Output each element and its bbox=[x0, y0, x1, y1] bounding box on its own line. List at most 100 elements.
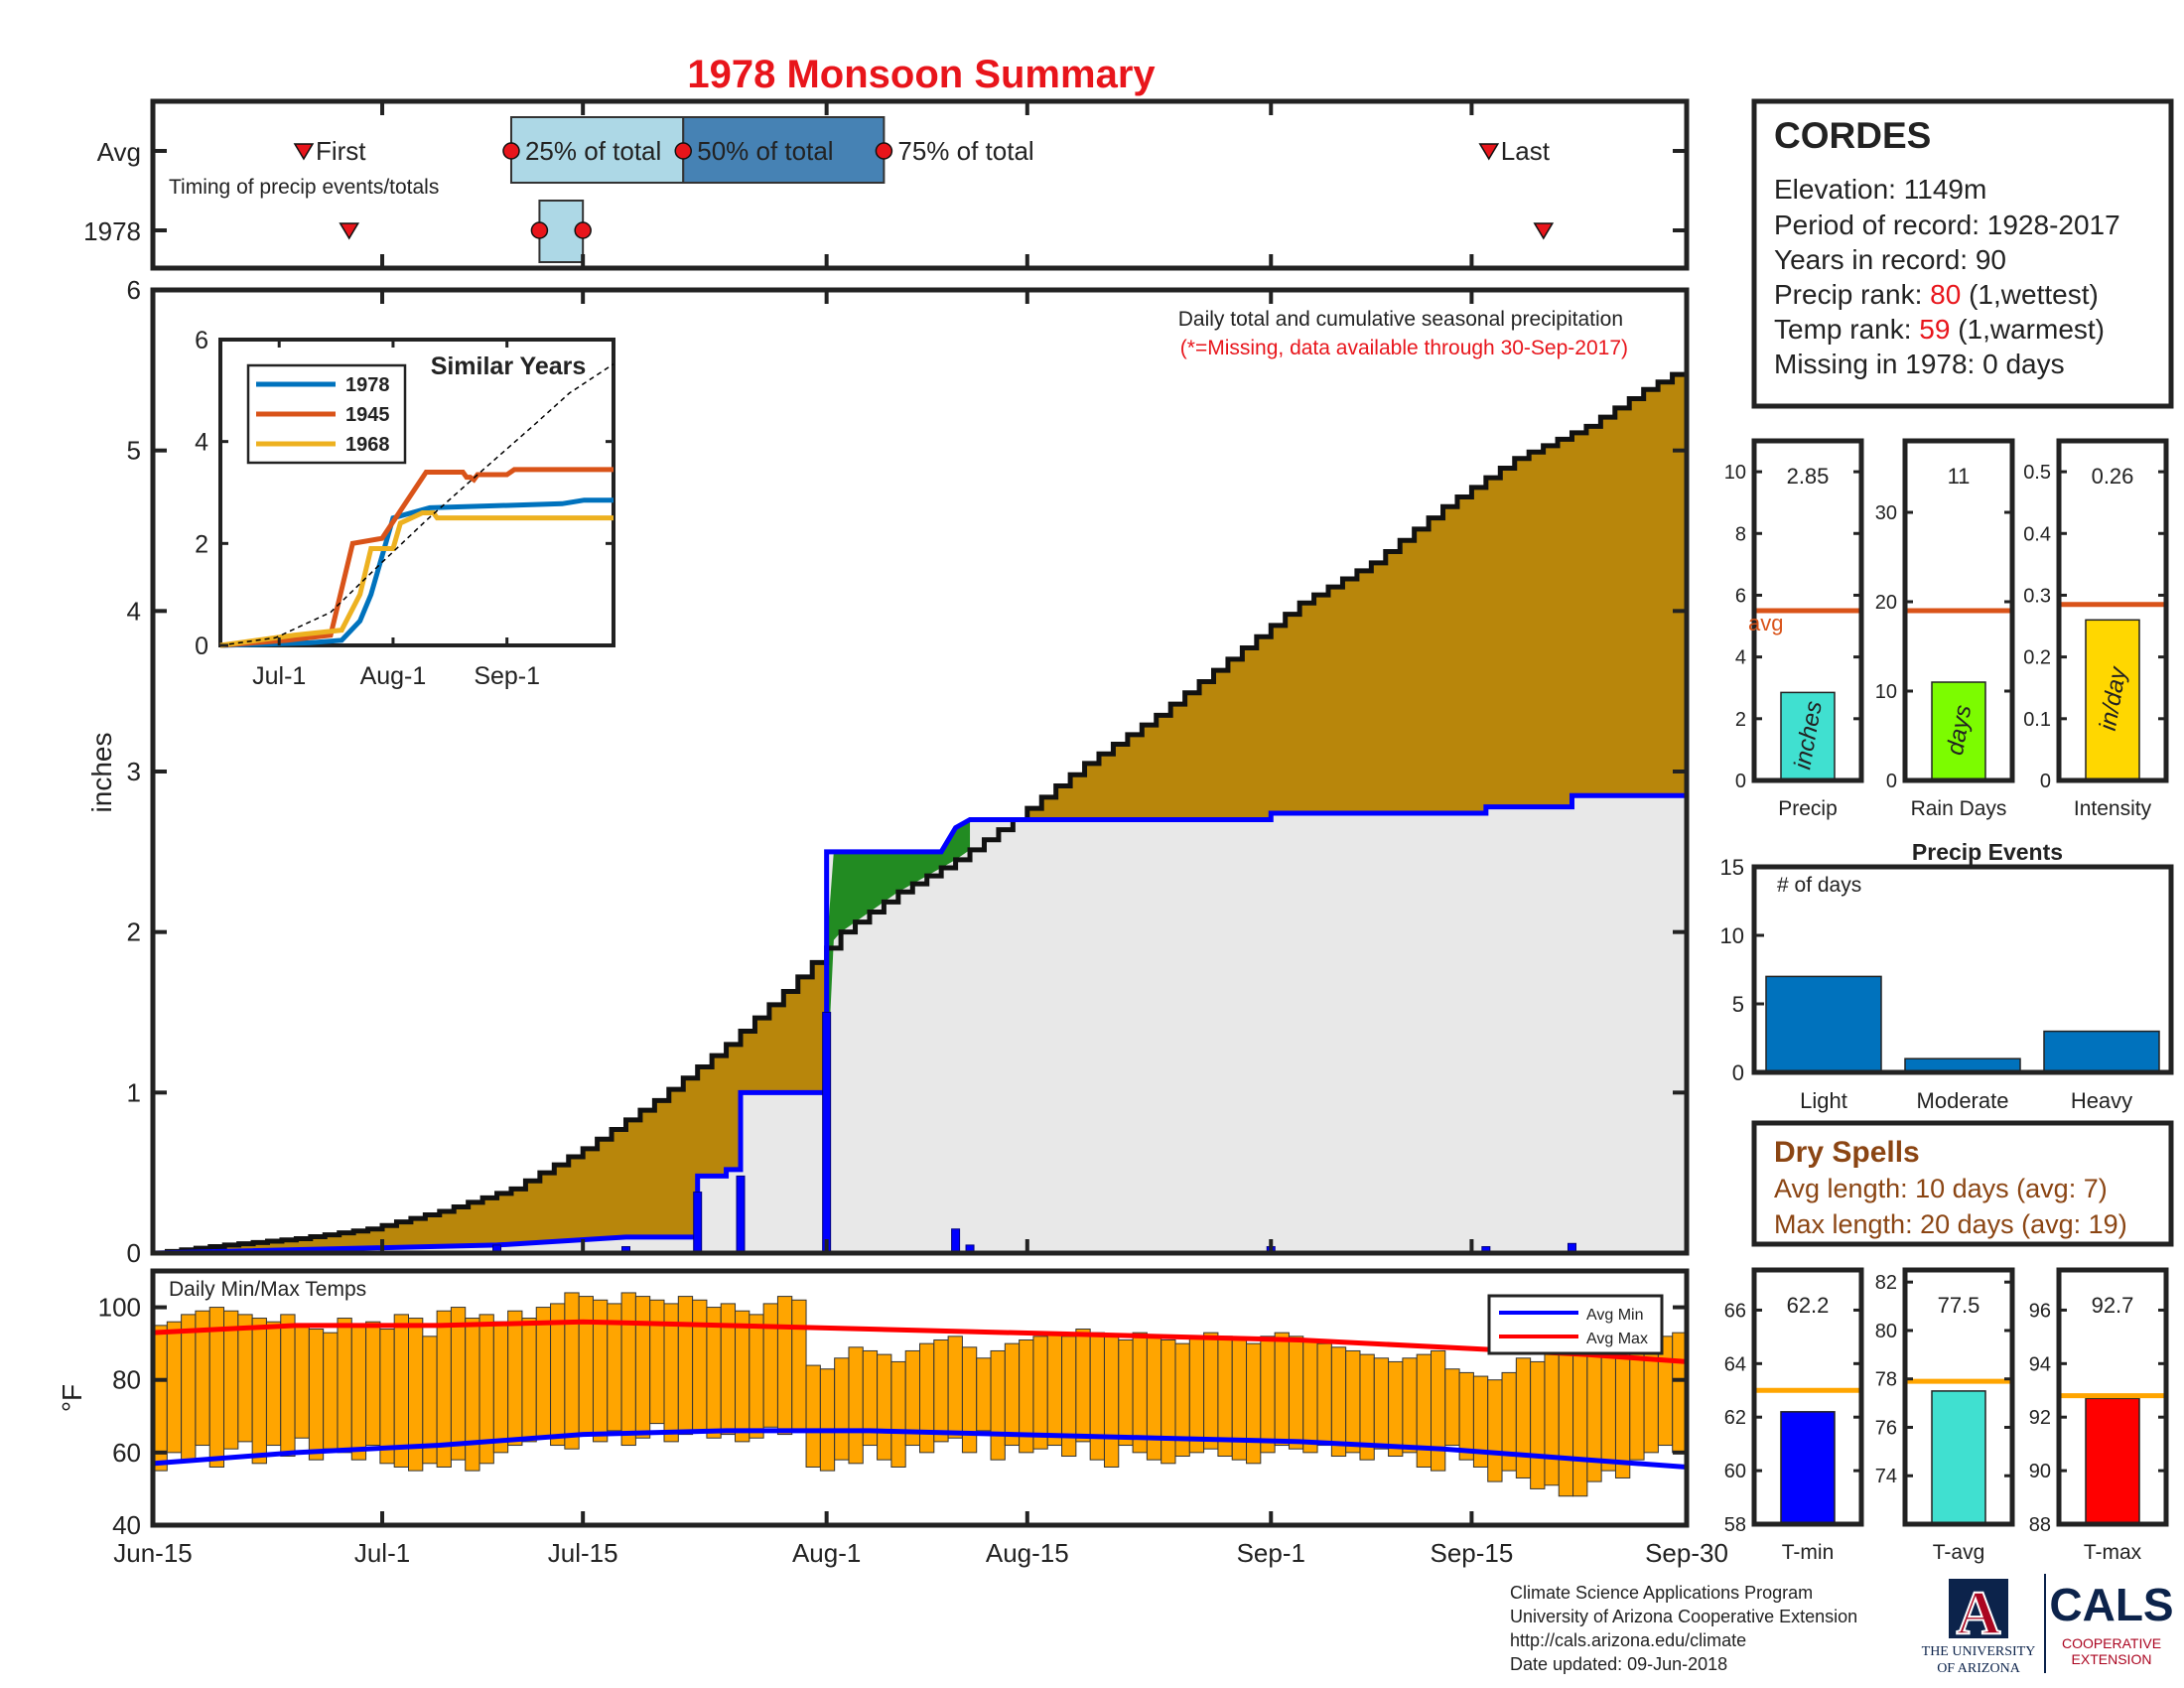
temp-range-bar bbox=[919, 1342, 935, 1454]
temp-range-bar bbox=[393, 1314, 410, 1468]
temps-panel: 40 60 80 100 Daily Min/Max Temps °F Avg Min… bbox=[57, 1268, 1690, 1540]
date-tick-label: Sep-30 bbox=[1645, 1538, 1728, 1568]
event-bar bbox=[2043, 1030, 2160, 1073]
small-y-tick-label: 78 bbox=[1875, 1369, 1897, 1391]
ua-logo-block bbox=[1949, 1579, 2008, 1638]
small-frame bbox=[1902, 438, 2015, 783]
small-y-tick-label: 30 bbox=[1875, 502, 1897, 524]
temp-range-bar bbox=[365, 1321, 381, 1447]
station-elevation: Elevation: 1149m bbox=[1774, 174, 1986, 205]
temp-range-bar bbox=[649, 1299, 665, 1425]
temp-range-bar bbox=[166, 1321, 183, 1454]
date-tick-label: Jul-1 bbox=[354, 1538, 410, 1568]
avg-75-marker bbox=[875, 142, 893, 160]
timing-ticks bbox=[151, 103, 1689, 266]
events-y-tick-label: 10 bbox=[1720, 923, 1744, 948]
climo-cumulative-stair bbox=[153, 366, 1690, 1256]
temp-range-bar bbox=[1530, 1360, 1546, 1489]
small-x-label: T-min bbox=[1782, 1541, 1835, 1564]
small-value-bar bbox=[1780, 1411, 1836, 1525]
inset-axes: 0 2 4 6 Jul-1 Aug-1 Sep-1 bbox=[195, 327, 614, 690]
small-value-bar bbox=[1780, 691, 1836, 781]
temp-range-bar bbox=[1188, 1336, 1205, 1454]
inset-legend-label: 1978 bbox=[345, 374, 390, 396]
temp-range-bar bbox=[1260, 1336, 1276, 1454]
events-bars bbox=[1765, 975, 2160, 1073]
small-x-label: Precip bbox=[1778, 797, 1838, 820]
temp-range-bar bbox=[1544, 1342, 1560, 1486]
small-y-tick-label: 4 bbox=[1735, 647, 1746, 669]
temp-range-bar bbox=[805, 1364, 821, 1468]
small-frame bbox=[1902, 1267, 2015, 1527]
temp-range-bar bbox=[1431, 1349, 1446, 1472]
small-value-bar bbox=[1931, 681, 1986, 781]
avg-first-marker bbox=[293, 143, 315, 161]
small-y-tick-label: 0.1 bbox=[2023, 709, 2051, 731]
temp-range-bar bbox=[1246, 1342, 1262, 1465]
temp-range-bar bbox=[265, 1321, 282, 1447]
precip-events-panel: Precip Events 0 5 10 15 Light Moderate Heavy #… bbox=[1720, 839, 2174, 1113]
inset-legend-label: 1968 bbox=[345, 434, 390, 456]
timing-row-year-label: 1978 bbox=[83, 216, 141, 246]
small-y-tick-label: 92 bbox=[2029, 1407, 2051, 1429]
temp-range-bar bbox=[535, 1307, 552, 1439]
avg-25-label: 25% of total bbox=[525, 136, 661, 166]
avg-last-label: Last bbox=[1501, 136, 1551, 166]
temp-range-bar bbox=[1046, 1332, 1063, 1447]
year-last-marker bbox=[1533, 222, 1555, 240]
dry-spells-box bbox=[1751, 1120, 2174, 1247]
avg-first-label: First bbox=[316, 136, 366, 166]
temp-bars bbox=[152, 1292, 1688, 1497]
avg-max-line bbox=[152, 1319, 1688, 1364]
station-years: Years in record: 90 bbox=[1774, 244, 2006, 275]
date-tick-label: Sep-1 bbox=[1237, 1538, 1305, 1568]
inset-series-line bbox=[219, 363, 614, 646]
temp-range-bar bbox=[1302, 1338, 1318, 1454]
temp-range-bar bbox=[1203, 1332, 1219, 1450]
temp-range-bar bbox=[1032, 1336, 1048, 1450]
small-frame bbox=[2056, 1267, 2169, 1527]
station-name: CORDES bbox=[1774, 115, 1931, 156]
small-x-label: T-max bbox=[2084, 1541, 2142, 1564]
temp-range-bar bbox=[1388, 1360, 1404, 1458]
temp-range-bar bbox=[1146, 1336, 1162, 1461]
temp-range-bar bbox=[181, 1314, 197, 1461]
events-category-label: Light bbox=[1800, 1088, 1847, 1113]
events-category-label: Heavy bbox=[2071, 1088, 2132, 1113]
temp-range-bar bbox=[1444, 1368, 1460, 1447]
temp-range-bar bbox=[848, 1346, 864, 1465]
small-y-tick-label: 64 bbox=[1724, 1353, 1746, 1375]
date-axis: Jun-15 Jul-1 Jul-15 Aug-1 Aug-15 Sep-1 Sep-15 S… bbox=[113, 1538, 1728, 1568]
avg-50-label: 50% of total bbox=[697, 136, 833, 166]
inset-lines bbox=[219, 363, 614, 648]
y-tick-label: 5 bbox=[127, 436, 141, 466]
temp-range-bar bbox=[1515, 1357, 1532, 1478]
small-y-tick-label: 66 bbox=[1724, 1300, 1746, 1322]
avg-25-50-box bbox=[509, 116, 685, 184]
temp-range-bar bbox=[323, 1332, 339, 1450]
precip-y-label: inches bbox=[86, 733, 117, 813]
temp-range-bar bbox=[1316, 1342, 1332, 1447]
temp-range-bar bbox=[1487, 1379, 1503, 1482]
y-tick-label: 0 bbox=[127, 1238, 141, 1268]
small-value-label: 2.85 bbox=[1787, 464, 1830, 489]
ua-logo: A THE UNIVERSITY OF ARIZONA CALS COOPERA… bbox=[1922, 1574, 2174, 1676]
missing-note: (*=Missing, data available through 30-Se… bbox=[1180, 337, 1628, 359]
year-25-marker bbox=[530, 221, 549, 239]
footer-line-4: Date updated: 09-Jun-2018 bbox=[1510, 1654, 1727, 1674]
small-avg-label: avg bbox=[1748, 611, 1783, 635]
small-y-tick-label: 0.4 bbox=[2023, 523, 2051, 545]
small-y-tick-label: 80 bbox=[1875, 1321, 1897, 1342]
temp-range-bar bbox=[294, 1325, 310, 1439]
temp-range-bar bbox=[620, 1292, 636, 1447]
station-box bbox=[1751, 98, 2174, 409]
inset-title: Similar Years bbox=[431, 352, 587, 380]
temp-range-bar bbox=[976, 1357, 992, 1432]
temp-range-bar bbox=[634, 1296, 651, 1439]
temp-range-bar bbox=[877, 1353, 892, 1461]
small-value-label: 92.7 bbox=[2092, 1293, 2134, 1318]
precip-summary-bars: 2.850246810Precipinchesavg110102030Rain … bbox=[1724, 438, 2169, 820]
temp-range-bar bbox=[834, 1357, 850, 1461]
